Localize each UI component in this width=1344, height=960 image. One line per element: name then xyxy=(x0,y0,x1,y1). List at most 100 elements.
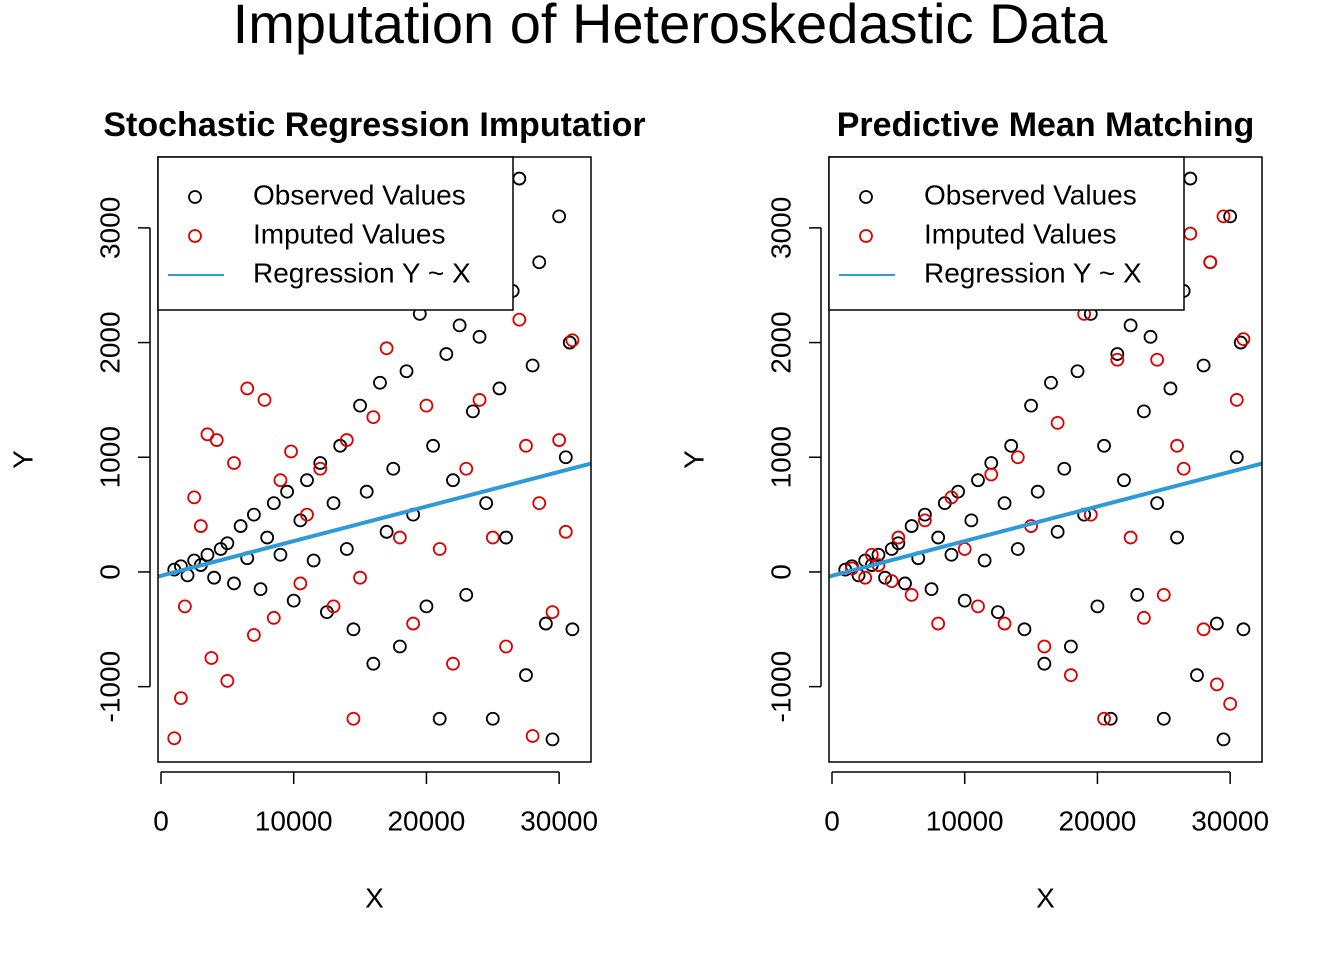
legend-label: Observed Values xyxy=(253,179,466,210)
point xyxy=(273,547,288,562)
point xyxy=(997,496,1012,511)
point xyxy=(353,398,367,413)
point xyxy=(1190,668,1204,683)
point xyxy=(997,616,1012,631)
point xyxy=(1143,329,1158,344)
point xyxy=(1037,639,1052,654)
point xyxy=(379,341,394,356)
point xyxy=(1057,461,1072,476)
point xyxy=(209,433,224,447)
point xyxy=(392,639,407,654)
point xyxy=(1037,656,1052,671)
point xyxy=(167,731,182,746)
x-axis-label: X xyxy=(365,882,384,913)
regression-line xyxy=(829,461,1262,579)
x-tick-label: 0 xyxy=(153,805,169,836)
point xyxy=(918,513,932,528)
point xyxy=(492,381,507,396)
point xyxy=(1024,398,1038,413)
point xyxy=(1209,616,1224,631)
point xyxy=(957,542,972,556)
point xyxy=(419,599,434,614)
point xyxy=(532,496,547,511)
point xyxy=(273,473,288,488)
x-tick-label: 30000 xyxy=(1191,805,1269,836)
point xyxy=(878,570,892,585)
x-tick-label: 30000 xyxy=(520,805,598,836)
point xyxy=(552,433,567,447)
point xyxy=(1017,622,1032,637)
point xyxy=(426,438,440,453)
point xyxy=(931,616,946,631)
point xyxy=(419,398,434,413)
point xyxy=(293,576,308,591)
point xyxy=(1163,381,1178,396)
legend-label: Observed Values xyxy=(924,179,1137,210)
point xyxy=(247,507,261,522)
point xyxy=(532,255,547,270)
panel-title: Stochastic Regression Imputatior xyxy=(103,106,645,144)
point xyxy=(565,333,580,348)
point xyxy=(1030,484,1045,499)
point xyxy=(1103,711,1118,726)
point xyxy=(479,496,494,511)
point xyxy=(1170,530,1184,545)
point xyxy=(864,547,879,562)
point xyxy=(1156,711,1171,726)
point xyxy=(260,530,275,545)
regression-line xyxy=(158,461,591,579)
point xyxy=(545,605,560,619)
point xyxy=(406,616,421,631)
point xyxy=(266,496,281,511)
point xyxy=(465,404,480,419)
point xyxy=(1183,171,1198,186)
point xyxy=(871,547,886,562)
point xyxy=(204,651,219,665)
point xyxy=(558,524,573,539)
point xyxy=(1110,352,1125,367)
legend-box xyxy=(828,156,1185,311)
legend-label: Regression Y ~ X xyxy=(253,257,471,288)
point xyxy=(366,656,381,671)
point xyxy=(565,622,580,637)
point xyxy=(971,599,985,614)
point xyxy=(1010,450,1025,465)
point xyxy=(1223,209,1238,224)
y-tick-label: 1000 xyxy=(94,426,125,488)
y-tick-label: 2000 xyxy=(765,311,796,373)
point xyxy=(499,639,513,654)
y-tick-label: 0 xyxy=(94,564,125,580)
point xyxy=(300,507,314,522)
point xyxy=(240,381,255,396)
point xyxy=(944,490,959,505)
y-tick-label: 1000 xyxy=(765,426,796,488)
point xyxy=(898,576,912,591)
point xyxy=(918,507,932,522)
legend-symbol xyxy=(859,190,873,204)
point xyxy=(346,711,361,726)
point xyxy=(399,364,414,379)
point xyxy=(1097,438,1111,453)
legend-label: Imputed Values xyxy=(253,218,446,249)
point xyxy=(459,587,474,602)
point xyxy=(1110,347,1125,361)
point xyxy=(1070,364,1085,379)
point xyxy=(1010,542,1025,556)
point xyxy=(944,547,959,562)
point xyxy=(884,574,899,589)
point xyxy=(558,450,573,465)
point xyxy=(545,732,560,747)
point xyxy=(366,410,381,425)
y-tick-label: -1000 xyxy=(94,651,125,723)
point xyxy=(984,456,999,470)
point xyxy=(257,393,272,407)
point xyxy=(472,393,487,407)
point xyxy=(227,576,241,591)
point xyxy=(485,530,500,545)
point xyxy=(1223,696,1238,711)
point xyxy=(1050,524,1065,539)
point xyxy=(339,433,354,447)
